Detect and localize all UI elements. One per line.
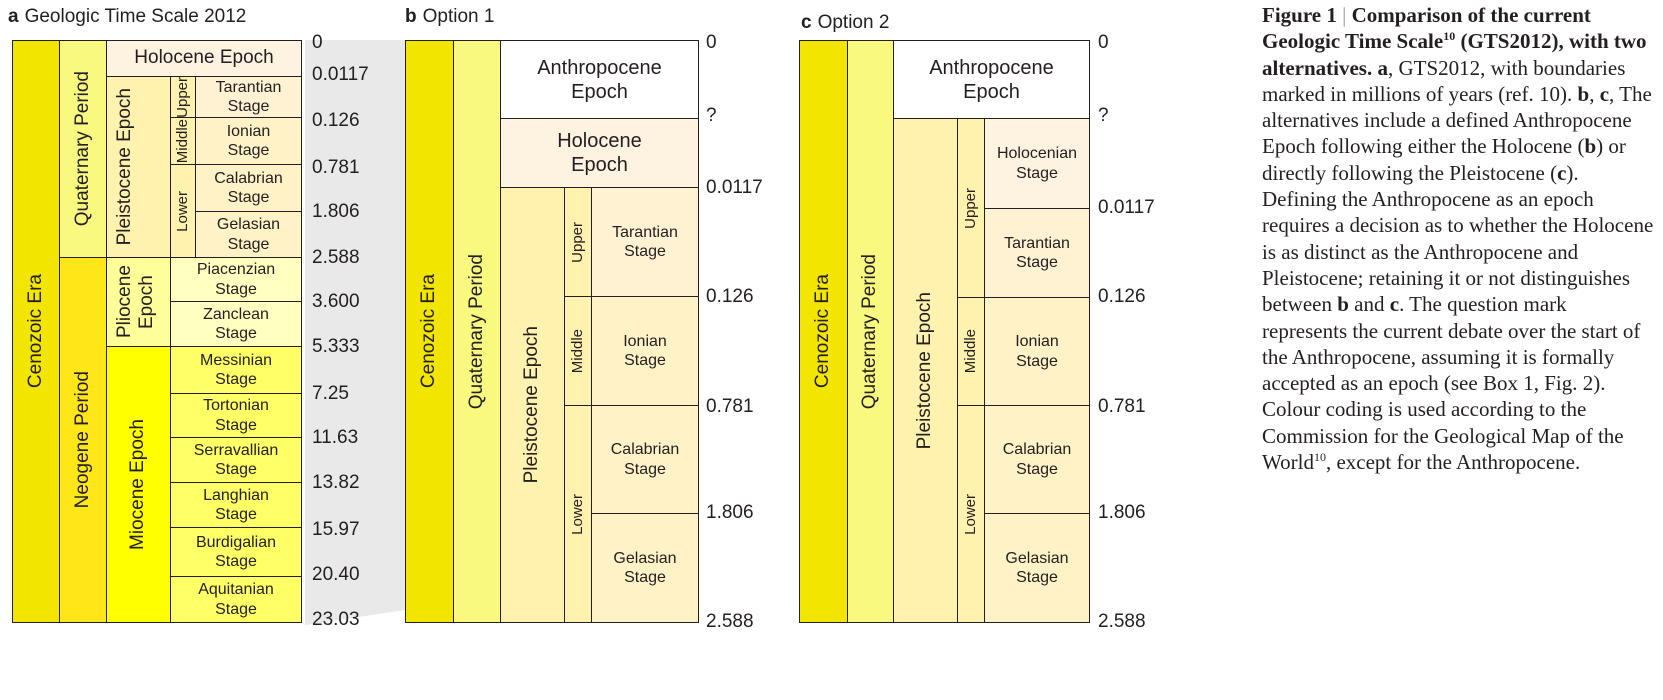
tick-label: 7.25 — [312, 383, 349, 404]
calabrian-stage: Calabrian Stage — [195, 164, 302, 212]
tick-label: 0.781 — [706, 396, 754, 417]
upper-subseries: Upper — [564, 187, 592, 297]
middle-subseries: Middle — [170, 117, 196, 165]
gelasian-stage: Gelasian Stage — [984, 513, 1090, 623]
tick-label: 0.0117 — [1098, 197, 1155, 218]
lower-subseries: Lower — [957, 405, 985, 623]
holocene-epoch: Holocene Epoch — [500, 118, 699, 188]
tick-label: 0 — [312, 32, 323, 53]
aquitanian-stage: Aquitanian Stage — [170, 576, 302, 623]
tick-label: 0.0117 — [706, 177, 763, 198]
tick-label: 0 — [1098, 32, 1109, 53]
anthropocene-epoch: Anthropocene Epoch — [500, 40, 699, 119]
tick-label: 0.0117 — [312, 64, 369, 85]
gelasian-stage: Gelasian Stage — [195, 211, 302, 258]
tick-label: 2.588 — [312, 247, 360, 268]
tick-label: ? — [706, 105, 717, 126]
panel-c-title: c Option 2 — [801, 12, 889, 34]
cenozoic-era: Cenozoic Era — [405, 40, 454, 623]
tick-label: 0.781 — [312, 157, 360, 178]
miocene-epoch: Miocene Epoch — [106, 346, 171, 623]
tick-label: 3.600 — [312, 291, 360, 312]
panel-letter: b — [405, 6, 417, 27]
tick-label: ? — [1098, 105, 1109, 126]
tick-label: 2.588 — [706, 611, 754, 632]
tick-label: 11.63 — [312, 427, 359, 448]
tick-label: 20.40 — [312, 564, 360, 585]
caption-body: a, GTS2012, with boundaries marked in mi… — [1262, 55, 1654, 475]
lower-subseries: Lower — [564, 405, 592, 623]
calabrian-stage: Calabrian Stage — [984, 405, 1090, 514]
middle-subseries: Middle — [957, 297, 985, 406]
pliocene-epoch: Pliocene Epoch — [106, 257, 171, 347]
pleistocene-epoch: Pleistocene Epoch — [106, 76, 171, 258]
panel-letter: a — [8, 6, 19, 27]
panel-letter: c — [801, 12, 812, 33]
quaternary-period: Quaternary Period — [847, 40, 894, 623]
tick-label: 1.806 — [706, 502, 754, 523]
neogene-period: Neogene Period — [59, 257, 107, 623]
tick-label: 0.781 — [1098, 396, 1146, 417]
tick-label: 0 — [706, 32, 717, 53]
cenozoic-era: Cenozoic Era — [799, 40, 848, 623]
burdigalian-stage: Burdigalian Stage — [170, 527, 302, 577]
panel-b-title: b Option 1 — [405, 6, 494, 28]
tick-label: 15.97 — [312, 519, 360, 540]
tick-label: 13.82 — [312, 472, 360, 493]
connector-wedge — [305, 40, 405, 625]
ionian-stage: Ionian Stage — [984, 297, 1090, 406]
cenozoic-era: Cenozoic Era — [12, 40, 60, 623]
messinian-stage: Messinian Stage — [170, 346, 302, 394]
figure-caption: Figure 1 | Comparison of the current Geo… — [1262, 2, 1657, 475]
quaternary-period: Quaternary Period — [453, 40, 501, 623]
lower-subseries: Lower — [170, 164, 196, 258]
gelasian-stage: Gelasian Stage — [591, 513, 699, 623]
tortonian-stage: Tortonian Stage — [170, 393, 302, 438]
anthropocene-epoch: Anthropocene Epoch — [893, 40, 1090, 119]
pleistocene-epoch: Pleistocene Epoch — [893, 118, 958, 623]
tarantian-stage: Tarantian Stage — [195, 76, 302, 118]
panel-a-title: a Geologic Time Scale 2012 — [8, 6, 246, 28]
tick-label: 2.588 — [1098, 611, 1146, 632]
tarantian-stage: Tarantian Stage — [591, 187, 699, 297]
upper-subseries: Upper — [957, 118, 985, 298]
ionian-stage: Ionian Stage — [195, 117, 302, 165]
holocenian-stage: Holocenian Stage — [984, 118, 1090, 209]
tick-label: 0.126 — [1098, 286, 1146, 307]
tick-label: 1.806 — [312, 201, 360, 222]
pleistocene-epoch: Pleistocene Epoch — [500, 187, 565, 623]
wedge-shape — [305, 40, 405, 625]
upper-subseries: Upper — [170, 76, 196, 118]
quaternary-period: Quaternary Period — [59, 40, 107, 258]
calabrian-stage: Calabrian Stage — [591, 405, 699, 514]
tick-label: 23.03 — [312, 609, 360, 630]
panel-title-text: Option 1 — [422, 6, 495, 27]
zanclean-stage: Zanclean Stage — [170, 301, 302, 347]
panel-title-text: Geologic Time Scale 2012 — [24, 6, 247, 27]
piacenzian-stage: Piacenzian Stage — [170, 257, 302, 302]
tick-label: 1.806 — [1098, 502, 1146, 523]
panel-title-text: Option 2 — [817, 12, 890, 33]
tick-label: 5.333 — [312, 336, 360, 357]
tick-label: 0.126 — [312, 110, 360, 131]
ionian-stage: Ionian Stage — [591, 296, 699, 406]
caption-heading: Figure 1 | Comparison of the current Geo… — [1262, 3, 1647, 80]
langhian-stage: Langhian Stage — [170, 482, 302, 528]
serravallian-stage: Serravallian Stage — [170, 437, 302, 483]
tarantian-stage: Tarantian Stage — [984, 208, 1090, 298]
tick-label: 0.126 — [706, 286, 754, 307]
holocene-epoch: Holocene Epoch — [106, 40, 302, 77]
middle-subseries: Middle — [564, 296, 592, 406]
